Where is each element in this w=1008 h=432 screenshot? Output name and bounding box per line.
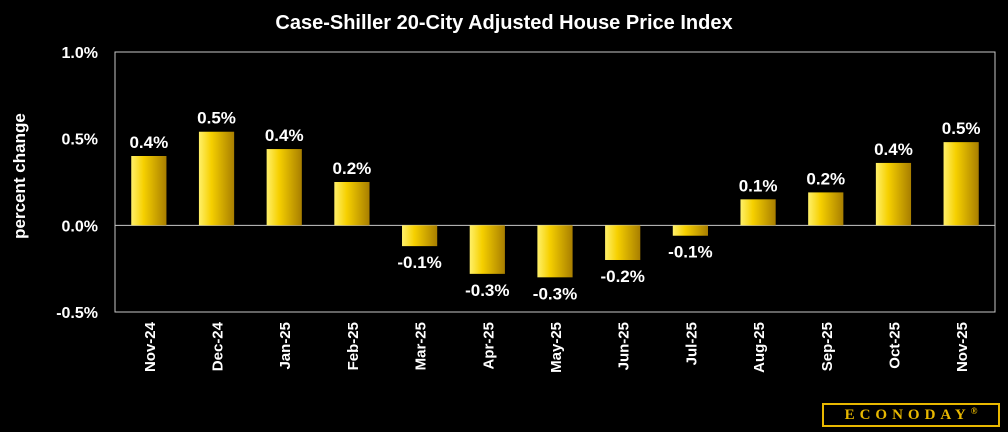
- data-label: 0.4%: [129, 133, 168, 152]
- data-label: 0.2%: [333, 159, 372, 178]
- bar: [198, 131, 235, 226]
- y-tick-label: 0.5%: [62, 132, 98, 149]
- data-label: -0.1%: [668, 243, 712, 262]
- bar: [605, 225, 641, 260]
- bar: [943, 142, 979, 226]
- bar: [875, 162, 912, 226]
- x-tick-label: May-25: [548, 322, 565, 373]
- data-label: 0.1%: [739, 176, 778, 195]
- data-label: -0.1%: [397, 253, 441, 272]
- y-tick-label: 1.0%: [62, 45, 98, 62]
- data-label: 0.5%: [942, 119, 981, 138]
- x-tick-label: Jul-25: [683, 322, 700, 365]
- x-tick-label: Mar-25: [413, 322, 430, 370]
- bar: [672, 225, 708, 236]
- data-label: 0.4%: [874, 140, 913, 159]
- registered-mark: ®: [970, 406, 978, 416]
- data-label: -0.3%: [533, 284, 577, 303]
- bar: [334, 182, 370, 226]
- bar: [402, 225, 438, 247]
- x-tick-label: Jun-25: [616, 322, 633, 370]
- data-label: 0.5%: [197, 109, 236, 128]
- x-tick-label: Sep-25: [819, 322, 836, 371]
- chart-title: Case-Shiller 20-City Adjusted House Pric…: [275, 12, 733, 34]
- y-tick-label: 0.0%: [62, 218, 98, 235]
- x-tick-label: Apr-25: [480, 322, 497, 370]
- x-tick-label: Nov-24: [142, 321, 159, 372]
- bar: [131, 156, 167, 226]
- x-tick-label: Nov-25: [954, 322, 971, 372]
- data-label: 0.4%: [265, 126, 304, 145]
- data-label: -0.3%: [465, 281, 509, 300]
- bar: [740, 199, 776, 226]
- data-label: -0.2%: [600, 267, 644, 286]
- econoday-logo: ECONODAY ®: [822, 403, 1000, 427]
- bar: [469, 225, 505, 274]
- x-tick-label: Jan-25: [277, 322, 294, 370]
- brand-name: ECONODAY: [844, 406, 971, 423]
- bar: [266, 149, 302, 226]
- x-tick-label: Aug-25: [751, 322, 768, 373]
- y-tick-label: -0.5%: [56, 305, 98, 322]
- data-label: 0.2%: [806, 169, 845, 188]
- x-tick-label: Dec-24: [210, 321, 227, 371]
- bar: [808, 192, 844, 226]
- x-tick-label: Oct-25: [886, 322, 903, 369]
- x-tick-label: Feb-25: [345, 322, 362, 370]
- bar: [537, 225, 573, 278]
